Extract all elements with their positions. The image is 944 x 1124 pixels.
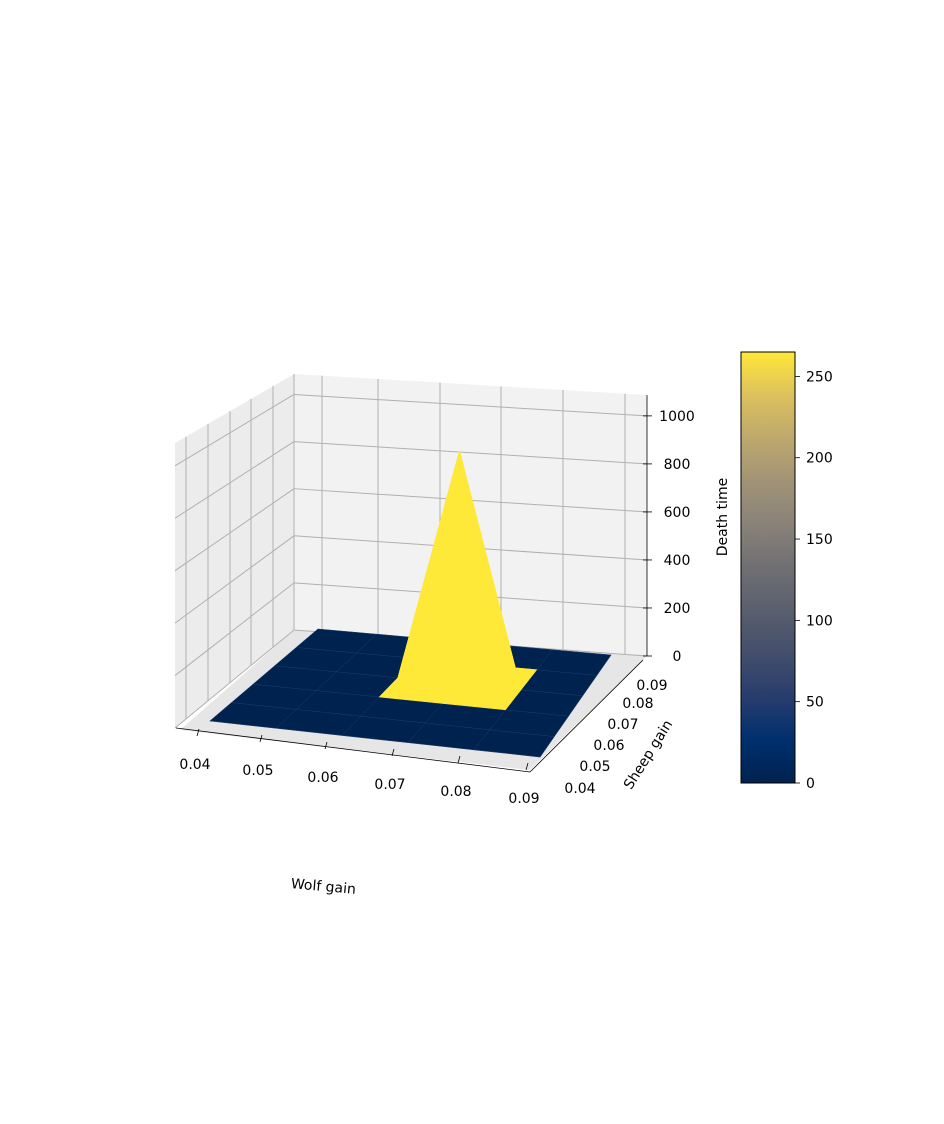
- y-tick-label: 0.06: [593, 738, 624, 754]
- y-tick-label: 0.04: [564, 781, 595, 797]
- colorbar-tick-label: 100: [806, 613, 833, 629]
- x-tick-label: 0.07: [374, 777, 405, 793]
- z-tick-labels: 0 200 400 600 800 1000: [643, 409, 695, 665]
- axis-lines: [175, 395, 648, 773]
- colorbar: 0 50 100 150 200 250 Death time: [715, 351, 833, 792]
- colorbar-tick-label: 50: [806, 695, 824, 711]
- y-axis-line: [529, 659, 644, 773]
- z-tick-label: 600: [664, 505, 691, 521]
- z-tick-label: 0: [673, 649, 682, 665]
- surface-mesh-line: [209, 628, 319, 722]
- z-tick-label: 1000: [659, 409, 695, 425]
- gridline-side-z: [174, 441, 295, 519]
- x-tick-label: 0.09: [508, 791, 539, 807]
- x-tick-mark: [391, 748, 395, 757]
- surface: [209, 450, 612, 758]
- gridline-side-z: [174, 582, 295, 676]
- surface-peak-cell: [441, 450, 522, 711]
- colorbar-tick-label: 250: [806, 369, 833, 385]
- colorbar-label: Death time: [715, 478, 731, 556]
- colorbar-gradient: [740, 351, 796, 784]
- gridline-side-z: [174, 488, 295, 572]
- x-tick-label: 0.06: [307, 770, 338, 786]
- y-tick-label: 0.07: [607, 717, 638, 733]
- x-tick-label: 0.08: [440, 784, 471, 800]
- plot-3d: 0.04 0.05 0.06 0.07 0.08 0.09 0.040.050.060.0…: [174, 374, 695, 898]
- x-tick-mark: [259, 734, 263, 743]
- y-tick-label: 0.09: [636, 678, 667, 694]
- gridline-side-z: [174, 394, 295, 467]
- colorbar-tick-label: 200: [806, 451, 833, 467]
- x-tick-label: 0.05: [242, 763, 273, 779]
- x-tick-mark: [196, 728, 200, 737]
- y-tick-label: 0.08: [622, 696, 653, 712]
- gridline-back-z: [293, 441, 648, 465]
- z-tick-label: 200: [664, 601, 691, 617]
- gridline-side-z: [174, 535, 295, 624]
- side-pane: [175, 374, 294, 728]
- x-tick-mark: [324, 741, 328, 750]
- surface-mesh-line: [275, 634, 377, 729]
- x-tick-mark: [457, 755, 461, 764]
- colorbar-tick-label: 150: [806, 532, 833, 548]
- x-tick-label: 0.04: [179, 757, 210, 773]
- gridline-back-z: [293, 393, 648, 417]
- y-tick-labels: 0.04 0.05 0.06 0.07 0.08 0.09: [564, 678, 667, 797]
- surface-mesh-line: [231, 702, 555, 737]
- colorbar-tick-label: 0: [806, 776, 815, 792]
- surface-mesh-line: [539, 654, 612, 758]
- x-axis-title: Wolf gain: [290, 876, 356, 898]
- y-tick-label: 0.05: [579, 759, 610, 775]
- gridline-side-z: [174, 629, 295, 729]
- x-axis-line: [175, 727, 531, 773]
- z-tick-label: 400: [664, 553, 691, 569]
- surface-mesh-line: [209, 720, 541, 758]
- x-tick-labels: 0.04 0.05 0.06 0.07 0.08 0.09: [179, 728, 540, 807]
- z-tick-label: 800: [664, 457, 691, 473]
- colorbar-ticks: 0 50 100 150 200 250: [795, 369, 833, 792]
- x-tick-mark: [525, 762, 529, 771]
